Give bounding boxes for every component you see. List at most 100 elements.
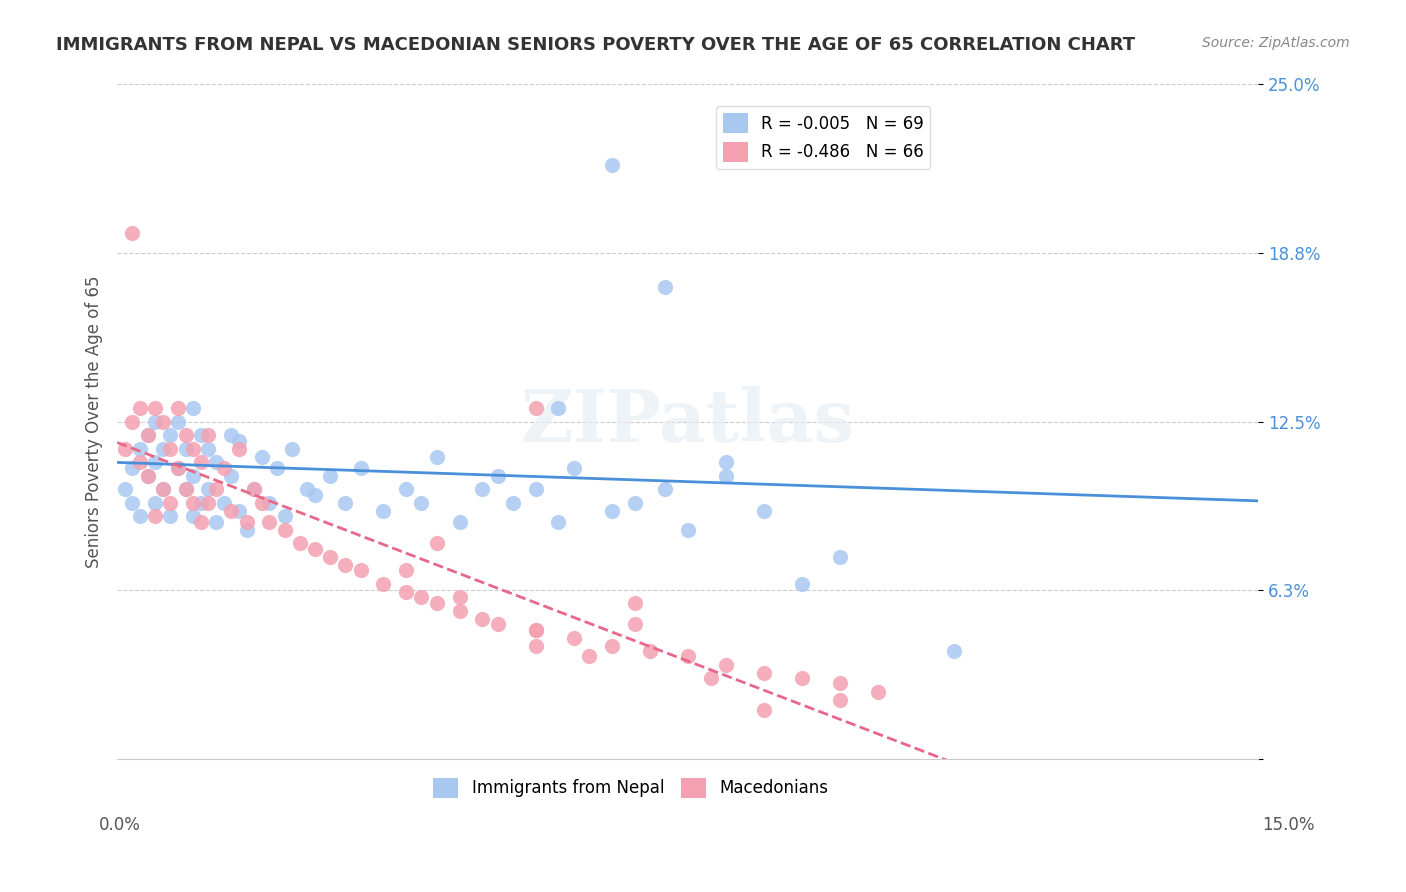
- Point: [121, 496, 143, 510]
- Point: [790, 576, 813, 591]
- Point: [676, 649, 699, 664]
- Point: [121, 226, 143, 240]
- Point: [143, 415, 166, 429]
- Point: [524, 623, 547, 637]
- Point: [304, 541, 326, 556]
- Point: [373, 504, 395, 518]
- Point: [638, 644, 661, 658]
- Point: [221, 468, 243, 483]
- Point: [486, 468, 509, 483]
- Text: 15.0%: 15.0%: [1263, 816, 1315, 834]
- Point: [547, 515, 569, 529]
- Point: [411, 590, 433, 604]
- Point: [524, 639, 547, 653]
- Point: [114, 482, 136, 496]
- Point: [114, 442, 136, 456]
- Point: [129, 509, 152, 524]
- Point: [121, 460, 143, 475]
- Point: [159, 442, 181, 456]
- Point: [167, 460, 190, 475]
- Point: [486, 617, 509, 632]
- Point: [181, 509, 204, 524]
- Point: [578, 649, 600, 664]
- Point: [243, 482, 266, 496]
- Point: [167, 460, 190, 475]
- Point: [159, 428, 181, 442]
- Point: [243, 482, 266, 496]
- Point: [121, 415, 143, 429]
- Point: [235, 523, 257, 537]
- Legend: Immigrants from Nepal, Macedonians: Immigrants from Nepal, Macedonians: [426, 771, 835, 805]
- Point: [174, 428, 197, 442]
- Point: [174, 482, 197, 496]
- Point: [297, 482, 319, 496]
- Point: [235, 515, 257, 529]
- Point: [319, 468, 342, 483]
- Point: [152, 482, 174, 496]
- Point: [143, 496, 166, 510]
- Point: [129, 455, 152, 469]
- Point: [600, 158, 623, 172]
- Point: [562, 460, 585, 475]
- Point: [349, 563, 371, 577]
- Text: IMMIGRANTS FROM NEPAL VS MACEDONIAN SENIORS POVERTY OVER THE AGE OF 65 CORRELATI: IMMIGRANTS FROM NEPAL VS MACEDONIAN SENI…: [56, 36, 1136, 54]
- Point: [623, 617, 645, 632]
- Point: [159, 509, 181, 524]
- Point: [197, 482, 219, 496]
- Point: [152, 482, 174, 496]
- Point: [136, 468, 159, 483]
- Point: [395, 584, 418, 599]
- Point: [471, 612, 494, 626]
- Point: [266, 460, 288, 475]
- Point: [714, 657, 737, 672]
- Point: [449, 604, 471, 618]
- Point: [181, 442, 204, 456]
- Point: [281, 442, 304, 456]
- Point: [600, 504, 623, 518]
- Point: [547, 401, 569, 416]
- Y-axis label: Seniors Poverty Over the Age of 65: Seniors Poverty Over the Age of 65: [86, 276, 103, 568]
- Point: [273, 523, 295, 537]
- Point: [335, 558, 357, 572]
- Point: [197, 496, 219, 510]
- Point: [304, 487, 326, 501]
- Point: [228, 504, 250, 518]
- Point: [714, 468, 737, 483]
- Point: [699, 671, 721, 685]
- Point: [143, 455, 166, 469]
- Point: [623, 496, 645, 510]
- Point: [828, 676, 851, 690]
- Point: [190, 496, 212, 510]
- Point: [250, 450, 273, 464]
- Point: [205, 515, 228, 529]
- Point: [349, 460, 371, 475]
- Point: [676, 523, 699, 537]
- Point: [197, 442, 219, 456]
- Point: [449, 515, 471, 529]
- Point: [335, 496, 357, 510]
- Point: [259, 515, 281, 529]
- Point: [190, 428, 212, 442]
- Point: [174, 442, 197, 456]
- Point: [395, 563, 418, 577]
- Point: [319, 549, 342, 564]
- Point: [228, 434, 250, 448]
- Point: [943, 644, 966, 658]
- Point: [197, 428, 219, 442]
- Point: [273, 509, 295, 524]
- Point: [129, 442, 152, 456]
- Point: [828, 549, 851, 564]
- Point: [174, 482, 197, 496]
- Point: [221, 428, 243, 442]
- Point: [181, 401, 204, 416]
- Point: [152, 415, 174, 429]
- Point: [373, 576, 395, 591]
- Point: [205, 482, 228, 496]
- Point: [524, 401, 547, 416]
- Point: [159, 496, 181, 510]
- Point: [562, 631, 585, 645]
- Point: [866, 684, 889, 698]
- Point: [426, 450, 449, 464]
- Text: Source: ZipAtlas.com: Source: ZipAtlas.com: [1202, 36, 1350, 50]
- Point: [426, 595, 449, 609]
